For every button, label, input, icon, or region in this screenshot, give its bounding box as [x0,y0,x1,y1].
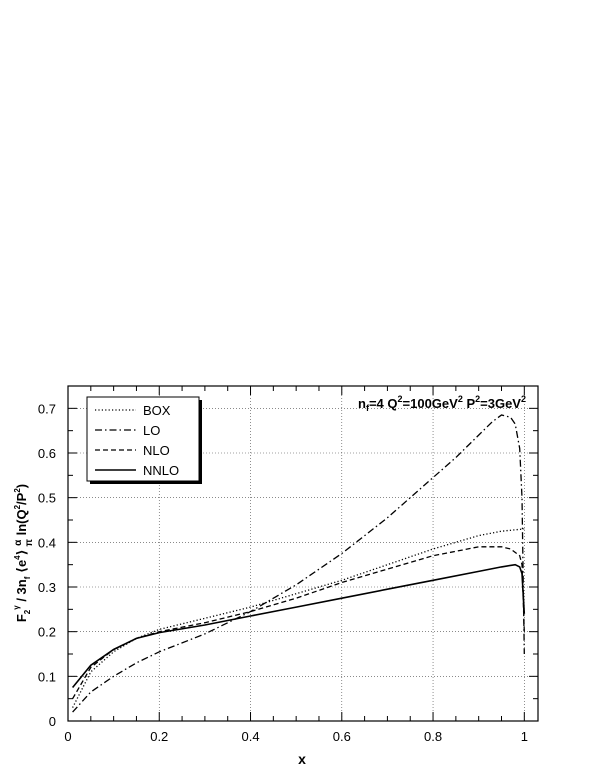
x-tick-label: 0 [64,729,71,744]
series-nnlo-line [71,563,526,689]
chart-annotation: nf=4 Q2=100GeV2 P2=3GeV2 [358,394,526,413]
series-nlo-line [72,546,525,700]
legend-label-nnlo: NNLO [143,463,179,478]
y-tick-label: 0 [49,714,56,729]
ticks [67,385,538,722]
tick-labels: 0 0.2 0.4 0.6 0.8 1 0 0.1 0.2 0.3 0.4 0.5 0.6 0.7 [38,401,528,744]
y-tick-label: 0.4 [38,535,56,550]
plot-frame [67,385,539,722]
series-box-line [72,528,525,708]
svg-text:F2γ / 3nf ⟨e4⟩ απ ln(Q2/P2): F2γ / 3nf ⟨e4⟩ απ ln(Q2/P2) [12,484,35,622]
x-tick-label: 0.4 [241,729,259,744]
y-tick-label: 0.6 [38,446,56,461]
y-axis-label: F2γ / 3nf ⟨e4⟩ απ ln(Q2/P2) [12,484,35,622]
y-tick-label: 0.3 [38,580,56,595]
x-tick-label: 1 [521,729,528,744]
legend-label-box: BOX [143,403,171,418]
x-tick-label: 0.8 [424,729,442,744]
series-lo-line [72,414,525,713]
x-tick-label: 0.6 [333,729,351,744]
legend: BOX LO NLO NNLO [86,396,202,484]
y-tick-label: 0.2 [38,625,56,640]
x-tick-label: 0.2 [150,729,168,744]
y-tick-label: 0.7 [38,401,56,416]
legend-label-nlo: NLO [143,443,170,458]
x-axis-label: x [298,751,306,767]
y-tick-label: 0.1 [38,669,56,684]
y-tick-label: 0.5 [38,491,56,506]
legend-box [86,396,200,482]
series-layer [71,414,526,713]
legend-label-lo: LO [143,423,160,438]
